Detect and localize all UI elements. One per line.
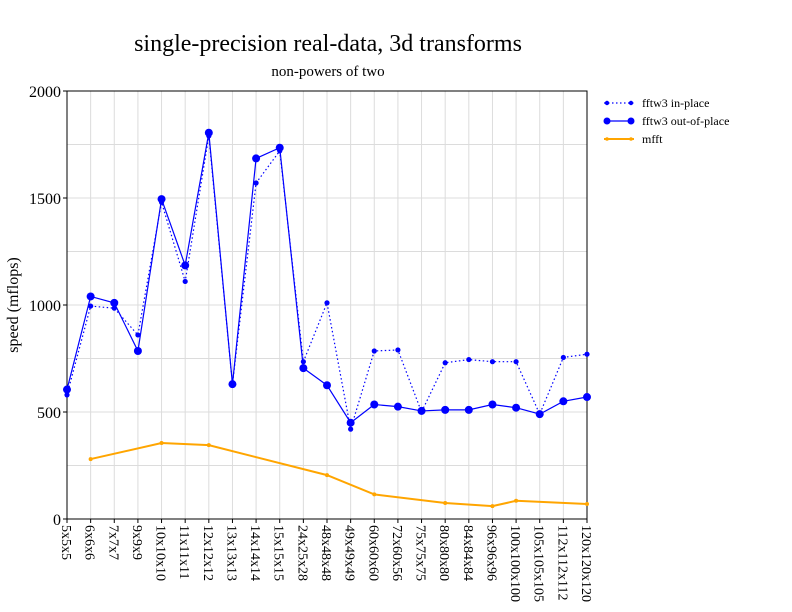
- data-point: [86, 292, 95, 301]
- data-point: [253, 180, 259, 186]
- x-tick-label: 13x13x13: [223, 525, 238, 581]
- data-point: [489, 359, 496, 365]
- data-point: [324, 300, 330, 306]
- data-point: [466, 356, 472, 363]
- x-tick-label: 120x120x120: [578, 525, 593, 602]
- y-axis-ticks: 0 500 1000 1500 2000: [29, 84, 67, 529]
- y-tick-label: 500: [37, 405, 61, 422]
- x-tick-label: 72x60x56: [389, 525, 404, 581]
- series-fftw3-out-of-place: [63, 128, 591, 427]
- data-point: [535, 410, 544, 419]
- data-point: [443, 500, 448, 505]
- chart-title: single-precision real-data, 3d transform…: [134, 31, 522, 57]
- legend-label: mfft: [642, 132, 663, 146]
- data-point: [441, 405, 450, 414]
- data-point: [371, 348, 377, 354]
- data-point: [64, 392, 70, 398]
- x-tick-label: 7x7x7: [105, 525, 120, 560]
- data-point: [88, 457, 93, 462]
- legend-swatch-marker: [603, 117, 611, 125]
- series-mfft: [88, 441, 589, 509]
- data-point: [159, 441, 164, 446]
- data-point: [323, 381, 331, 390]
- x-tick-label: 49x49x49: [342, 525, 357, 581]
- data-point: [135, 332, 141, 338]
- data-point: [583, 393, 591, 402]
- legend-swatch-marker: [605, 137, 609, 141]
- y-tick-label: 1500: [29, 191, 61, 208]
- data-point: [512, 403, 521, 412]
- data-point: [514, 498, 519, 503]
- data-point: [490, 504, 495, 509]
- x-tick-label: 96x96x96: [483, 525, 498, 581]
- data-point: [88, 303, 94, 309]
- x-tick-label: 6x6x6: [82, 525, 97, 560]
- data-point: [206, 443, 211, 448]
- data-point: [488, 400, 497, 409]
- series-line: [90, 442, 588, 508]
- x-tick-label: 84x84x84: [460, 525, 475, 581]
- x-tick-label: 11x11x11: [176, 525, 191, 579]
- x-tick-label: 24x25x28: [294, 525, 309, 581]
- data-point: [464, 405, 473, 414]
- data-point: [559, 397, 568, 406]
- x-tick-label: 100x100x100: [507, 525, 522, 602]
- legend-swatch-marker: [629, 137, 633, 141]
- data-point: [181, 261, 190, 270]
- data-point: [372, 492, 377, 497]
- chart-subtitle: non-powers of two: [271, 64, 384, 80]
- data-point: [393, 402, 402, 411]
- data-point: [111, 305, 117, 311]
- x-tick-label: 80x80x80: [436, 525, 451, 581]
- x-tick-label: 5x5x5: [58, 525, 73, 560]
- legend-swatch-marker: [604, 100, 610, 106]
- x-tick-label: 60x60x60: [365, 525, 380, 581]
- x-axis-ticks: 5x5x5 6x6x6 7x7x7 9x9x9 10x10x10 11x11x11 12x1…: [58, 519, 593, 602]
- data-point: [417, 406, 426, 415]
- data-point: [157, 195, 166, 204]
- x-tick-label: 15x15x15: [271, 525, 286, 581]
- x-tick-label: 14x14x14: [247, 525, 262, 581]
- series-group: [63, 128, 591, 509]
- data-point: [133, 347, 142, 356]
- x-tick-label: 105x105x105: [531, 525, 546, 602]
- data-point: [110, 298, 119, 307]
- legend-label: fftw3 in-place: [642, 96, 709, 110]
- y-axis-label: speed (mflops): [5, 257, 22, 353]
- data-point: [63, 385, 71, 394]
- data-point: [228, 380, 237, 389]
- x-tick-label: 9x9x9: [129, 525, 144, 560]
- y-tick-label: 2000: [29, 84, 61, 101]
- data-point: [442, 360, 448, 366]
- legend-label: fftw3 out-of-place: [642, 114, 729, 128]
- legend-swatch-marker: [628, 100, 634, 106]
- data-point: [584, 351, 590, 357]
- data-point: [585, 502, 589, 507]
- data-point: [325, 473, 329, 478]
- data-point: [204, 128, 213, 137]
- x-tick-label: 75x75x75: [413, 525, 428, 581]
- legend-swatch-marker: [627, 117, 635, 125]
- data-point: [560, 354, 566, 361]
- data-point: [348, 426, 354, 432]
- data-point: [299, 364, 308, 373]
- data-point: [252, 154, 261, 163]
- y-tick-label: 0: [53, 512, 61, 529]
- data-point: [395, 347, 401, 353]
- x-tick-label: 112x112x112: [554, 525, 569, 600]
- data-point: [182, 278, 188, 285]
- legend: fftw3 in-place fftw3 out-of-place mfft: [603, 96, 729, 146]
- data-point: [370, 400, 379, 409]
- x-tick-label: 10x10x10: [153, 525, 168, 581]
- x-tick-label: 12x12x12: [200, 525, 215, 581]
- data-point: [275, 143, 284, 152]
- x-tick-label: 48x48x48: [318, 525, 333, 581]
- y-tick-label: 1000: [29, 298, 61, 315]
- data-point: [346, 418, 355, 427]
- data-point: [513, 359, 519, 365]
